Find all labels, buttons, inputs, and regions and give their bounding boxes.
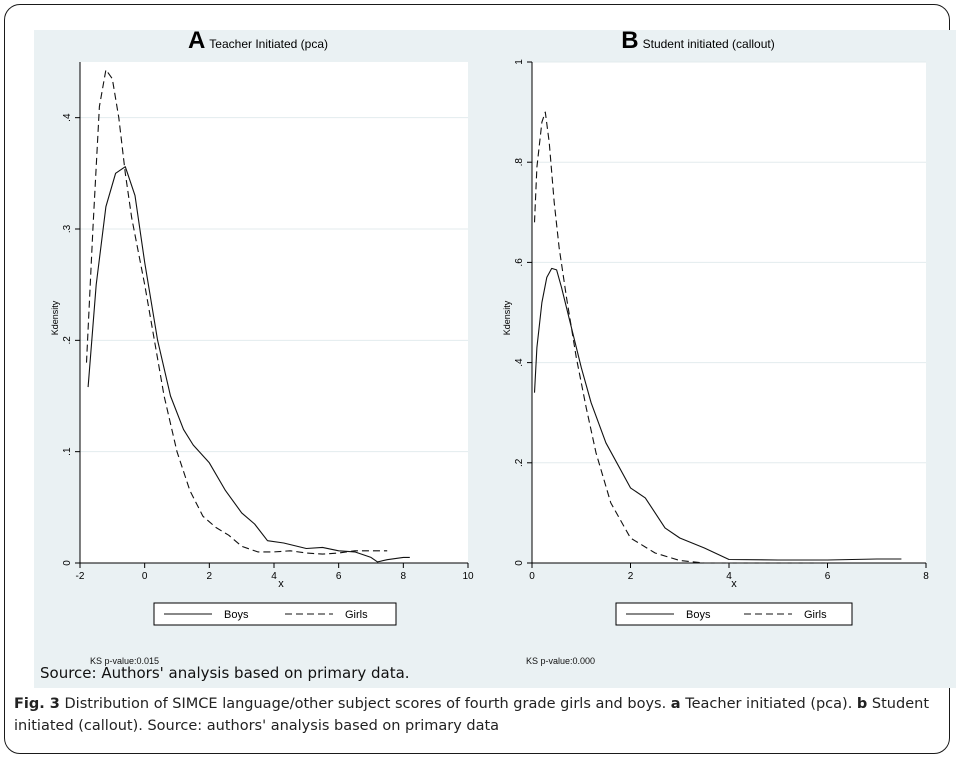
title-text: Teacher Initiated (pca) <box>209 37 328 51</box>
panel-a: A Teacher Initiated (pca)0.1.2.3.4-2 0 2 4 6 8… <box>50 27 474 626</box>
y-tick-label: 1 <box>514 59 525 65</box>
ks-pvalue-a: KS p-value:0.015 <box>90 656 160 666</box>
caption-b-label: b <box>856 696 868 712</box>
x-tick-label: -2 <box>76 571 85 582</box>
x-axis-label: x <box>731 578 737 590</box>
caption-a-label: a <box>670 696 681 712</box>
legend-label-boys: Boys <box>224 609 249 621</box>
ks-pvalue-b: KS p-value:0.000 <box>526 656 596 666</box>
x-tick-label: 4 <box>726 571 732 582</box>
legend-label-girls: Girls <box>804 609 827 621</box>
caption-text-2: Teacher initiated (pca). <box>680 696 857 712</box>
plot-area <box>532 62 926 563</box>
chart-title: B Student initiated (callout) <box>621 27 774 54</box>
x-tick-label: 6 <box>825 571 831 582</box>
y-axis-label: Kdensity <box>502 300 512 335</box>
series-line-girls <box>533 111 828 564</box>
y-axis-label: Kdensity <box>50 300 60 335</box>
figure-caption: Fig. 3 Distribution of SIMCE language/ot… <box>14 693 944 737</box>
x-tick-label: 0 <box>529 571 535 582</box>
panel-letter: B <box>621 27 638 54</box>
series-line-boys <box>533 267 902 561</box>
y-tick-label: .4 <box>514 358 525 367</box>
x-tick-label: 4 <box>271 571 277 582</box>
y-tick-label: .4 <box>62 113 73 122</box>
plot-area <box>80 62 468 563</box>
y-tick-label: .6 <box>514 258 525 267</box>
source-note: Source: Authors' analysis based on prima… <box>40 664 410 682</box>
x-tick-label: 6 <box>336 571 342 582</box>
x-tick-label: 10 <box>462 571 474 582</box>
panel-b: B Student initiated (callout) 0 .2 .4 .6 .8 1 0 2… <box>502 27 929 626</box>
y-tick-label: 0 <box>62 560 73 566</box>
legend-label-girls: Girls <box>345 609 368 621</box>
legend-box <box>615 602 853 626</box>
y-tick-label: 0 <box>514 560 525 566</box>
title-text: Student initiated (callout) <box>643 37 775 51</box>
series-line-boys <box>87 166 410 563</box>
caption-text-1: Distribution of SIMCE language/other sub… <box>59 696 671 712</box>
x-tick-label: 8 <box>923 571 929 582</box>
x-tick-label: 2 <box>207 571 213 582</box>
caption-text-3: Student initiated (callout). Source: aut… <box>14 696 930 734</box>
legend-box <box>153 602 397 626</box>
chart-title: A Teacher Initiated (pca) <box>188 27 328 54</box>
y-tick-label: .2 <box>62 336 73 345</box>
y-tick-label: .2 <box>514 458 525 467</box>
x-tick-label: 2 <box>628 571 634 582</box>
legend-label-boys: Boys <box>686 609 711 621</box>
y-tick-label: .1 <box>62 447 73 456</box>
x-tick-label: 8 <box>401 571 407 582</box>
caption-fig-label: Fig. 3 <box>14 696 60 712</box>
x-axis-label: x <box>278 578 284 590</box>
y-tick-label: .8 <box>514 158 525 167</box>
y-tick-label: .3 <box>62 224 73 233</box>
panel-letter: A <box>188 27 205 54</box>
x-tick-label: 0 <box>142 571 148 582</box>
